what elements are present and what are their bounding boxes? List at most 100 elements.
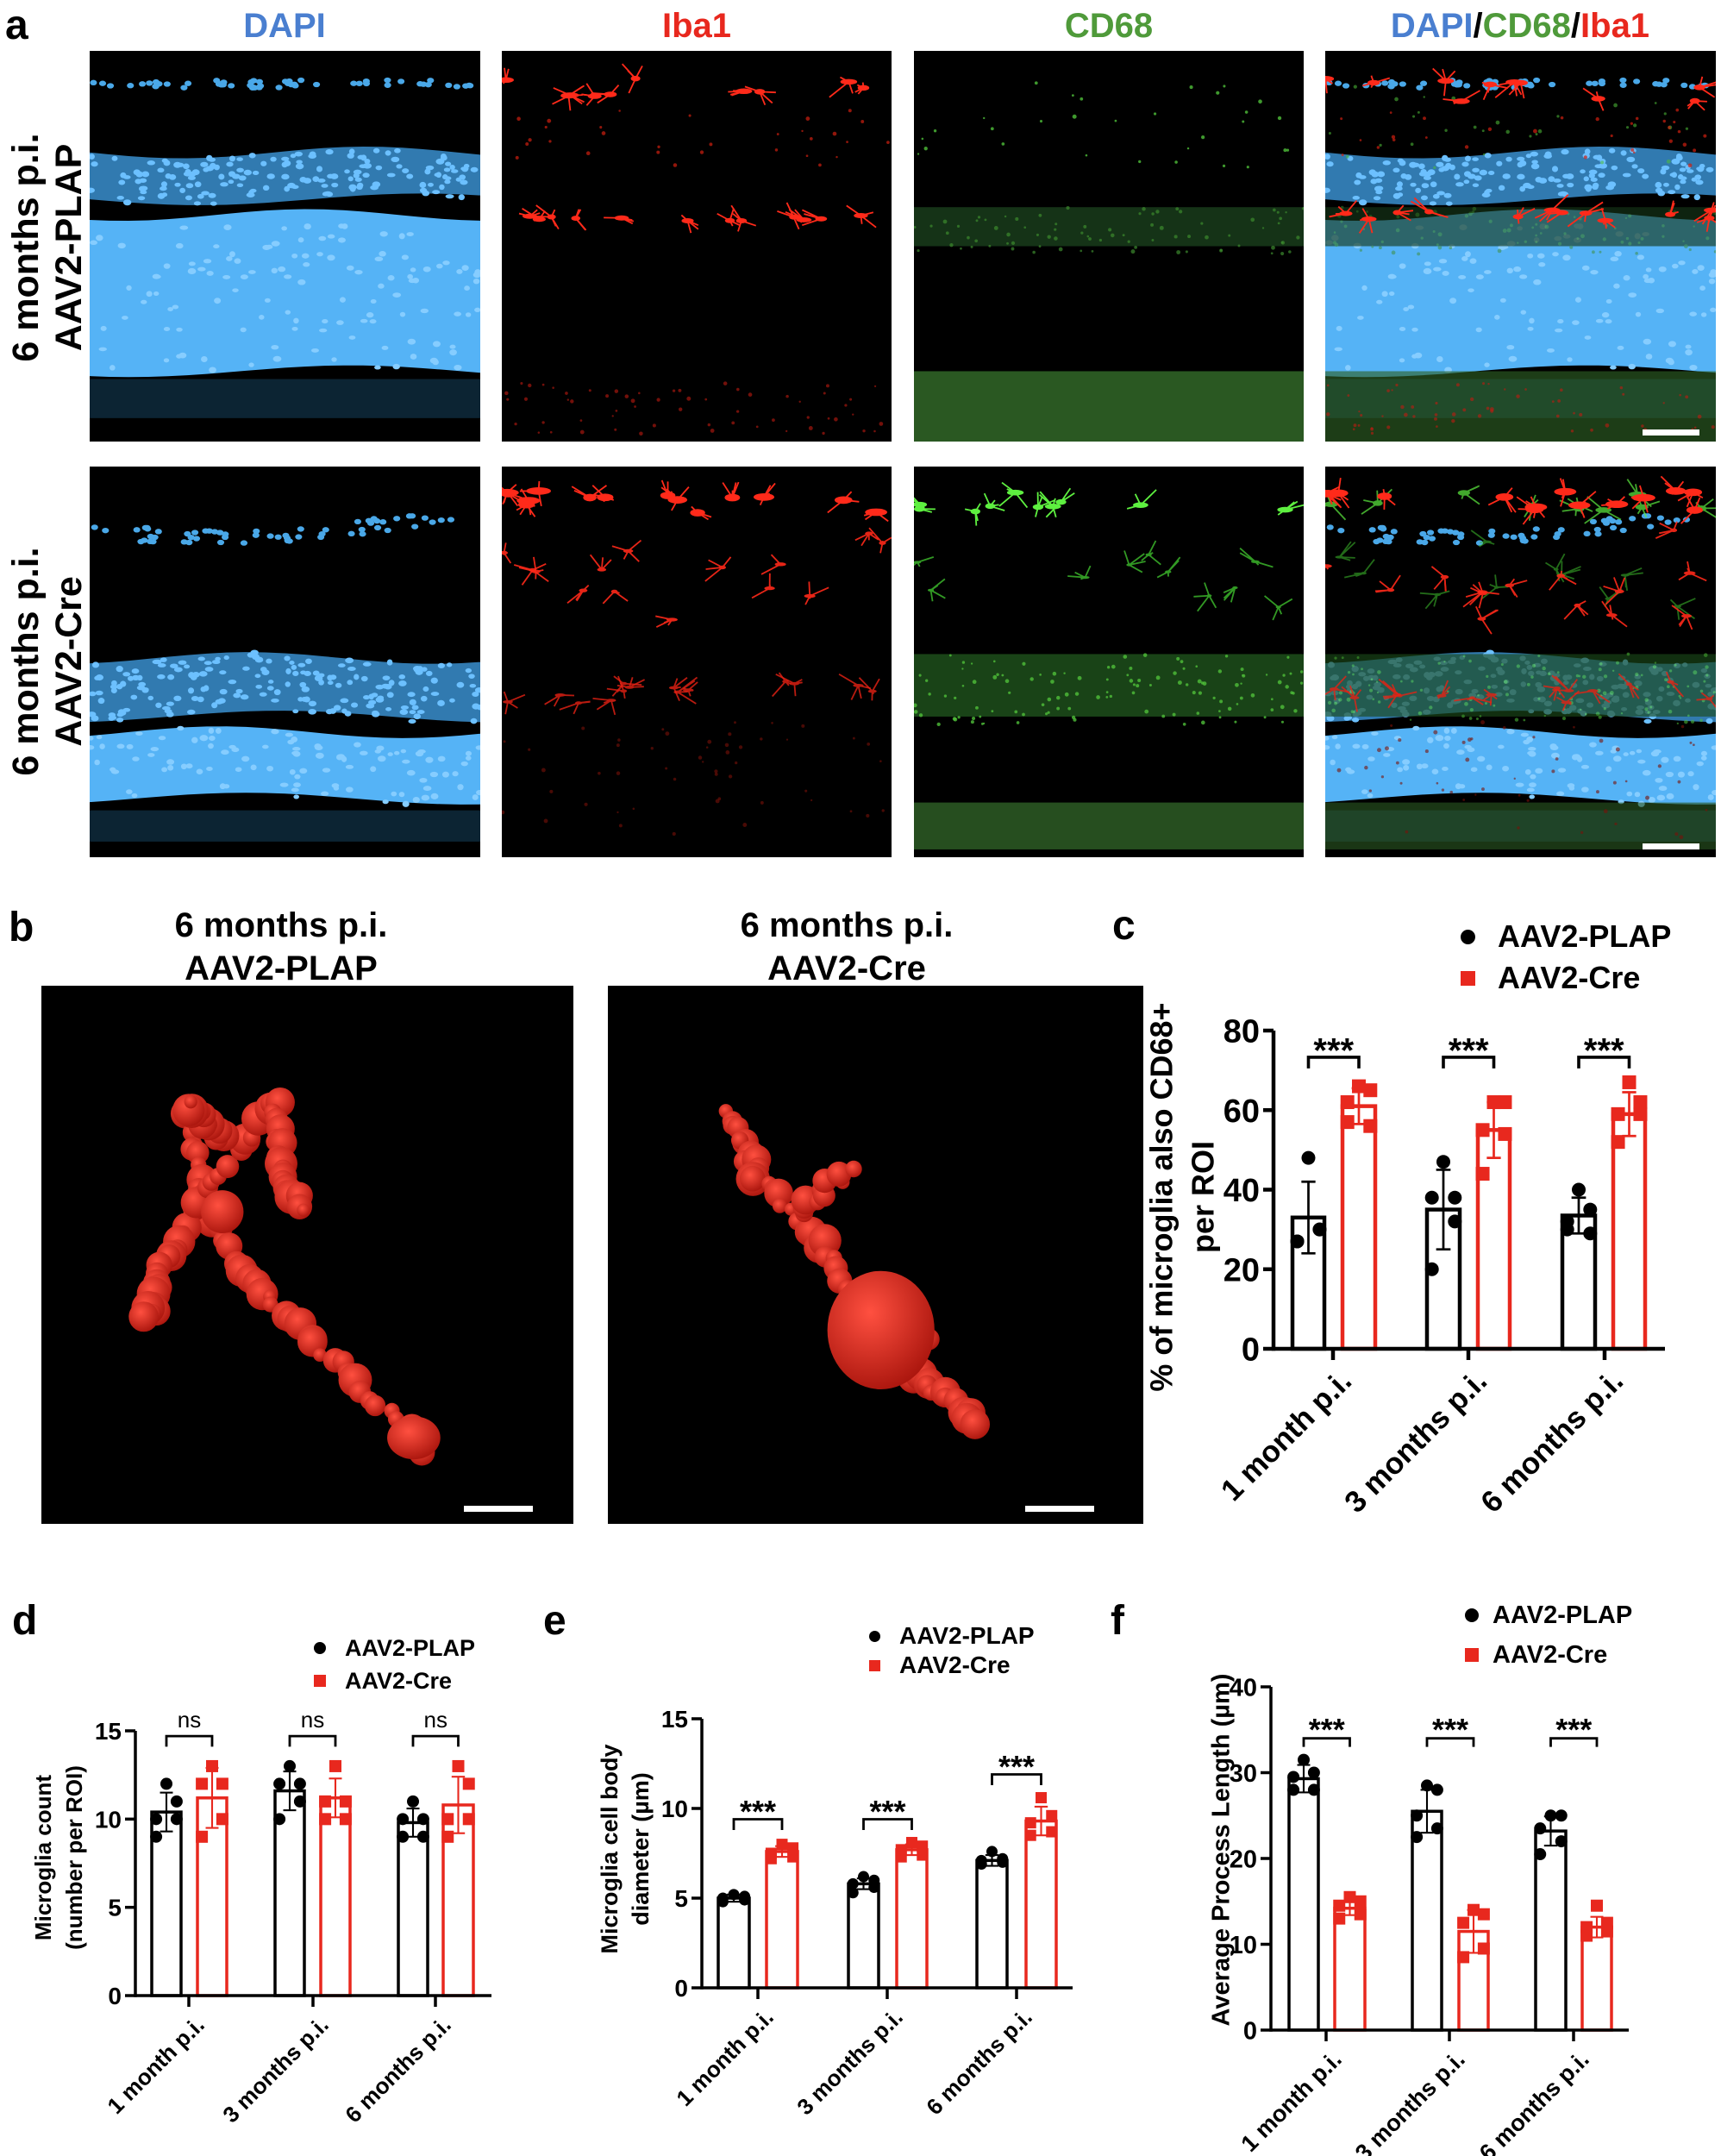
nucleus	[372, 147, 380, 154]
cell-process	[730, 204, 742, 222]
cell-process	[1624, 567, 1643, 576]
cell-process	[974, 511, 979, 522]
speck	[520, 381, 523, 385]
nucleus	[1595, 750, 1604, 755]
nucleus	[1453, 82, 1461, 88]
stained-cell	[1671, 605, 1693, 630]
nucleus	[303, 696, 310, 703]
nucleus	[394, 147, 401, 154]
speck	[881, 809, 885, 812]
nucleus	[1396, 181, 1403, 187]
speck	[1516, 664, 1521, 668]
nucleus	[372, 181, 381, 188]
speck	[1195, 665, 1198, 668]
speck	[1654, 661, 1657, 664]
cell-process	[1641, 500, 1661, 508]
cell-process	[613, 675, 624, 685]
nucleus	[140, 190, 147, 195]
cell-process	[1700, 507, 1716, 518]
nucleus	[285, 78, 293, 85]
stained-cell	[1470, 530, 1495, 548]
nucleus	[1523, 739, 1530, 745]
nucleus	[295, 534, 303, 540]
speck	[979, 715, 982, 718]
speck	[1682, 240, 1685, 242]
speck	[1242, 120, 1245, 123]
nucleus	[1423, 534, 1430, 541]
stained-cell	[1264, 595, 1293, 621]
nucleus	[392, 292, 402, 298]
nucleus	[474, 307, 480, 312]
legend-item-cre: AAV2-Cre	[869, 1651, 1035, 1680]
speck	[656, 150, 660, 154]
speck	[1580, 830, 1584, 835]
cell-process	[1516, 496, 1536, 511]
cell-segment	[387, 1416, 441, 1460]
speck	[725, 750, 730, 755]
speck	[1366, 210, 1368, 213]
nucleus	[419, 181, 427, 189]
nucleus	[1335, 743, 1341, 749]
nucleus	[1437, 528, 1445, 534]
cell-process	[1148, 554, 1161, 566]
nucleus	[266, 658, 272, 664]
speck	[1250, 217, 1255, 222]
nucleus	[90, 744, 95, 750]
nucleus	[223, 224, 232, 231]
speck	[678, 388, 682, 392]
nucleus	[1674, 184, 1680, 191]
stained-cell	[502, 67, 514, 85]
nucleus	[1609, 524, 1618, 531]
speck	[1446, 690, 1449, 693]
cell-process	[1609, 605, 1613, 616]
stained-cell	[1123, 550, 1146, 573]
speck	[1142, 207, 1146, 211]
nucleus	[437, 755, 446, 762]
speck	[1712, 691, 1716, 694]
nucleus	[1519, 274, 1528, 279]
nucleus	[131, 793, 138, 799]
speck	[1004, 679, 1010, 684]
stained-cell	[704, 556, 732, 582]
nucleus	[312, 670, 320, 676]
stained-cell	[1325, 675, 1350, 700]
speck	[918, 674, 922, 677]
nucleus	[278, 266, 286, 273]
nucleus	[1635, 311, 1642, 317]
nucleus	[1536, 253, 1545, 259]
nucleus	[1342, 83, 1350, 89]
speck	[1576, 237, 1580, 241]
stained-cell	[1693, 202, 1716, 225]
stained-cell	[1277, 500, 1304, 516]
nucleus	[1331, 735, 1338, 740]
speck	[1599, 738, 1604, 743]
nucleus	[197, 656, 205, 661]
data-point	[1421, 1779, 1433, 1792]
nucleus	[347, 667, 356, 672]
nucleus	[344, 711, 352, 717]
speck	[808, 426, 813, 430]
nucleus	[1481, 192, 1491, 197]
nucleus	[321, 184, 329, 188]
nucleus	[1655, 81, 1663, 87]
speck	[798, 400, 801, 404]
nucleus	[1642, 173, 1649, 179]
speck	[960, 247, 962, 250]
nucleus	[1662, 78, 1670, 84]
nucleus	[139, 185, 148, 191]
speck	[1189, 85, 1193, 90]
x-tick-label: 1 month p.i.	[1215, 1364, 1358, 1507]
data-point	[917, 1849, 929, 1861]
nucleus	[1605, 319, 1612, 324]
speck	[1502, 229, 1507, 233]
cell-process	[1603, 585, 1620, 592]
cell-process	[1611, 614, 1628, 628]
stained-cell	[1505, 578, 1528, 598]
speck	[1644, 698, 1649, 702]
speck	[1437, 232, 1443, 237]
cell-process	[593, 493, 606, 498]
speck	[1353, 85, 1357, 89]
speck	[852, 736, 855, 740]
speck	[1678, 694, 1681, 698]
cell-process	[1676, 605, 1695, 620]
